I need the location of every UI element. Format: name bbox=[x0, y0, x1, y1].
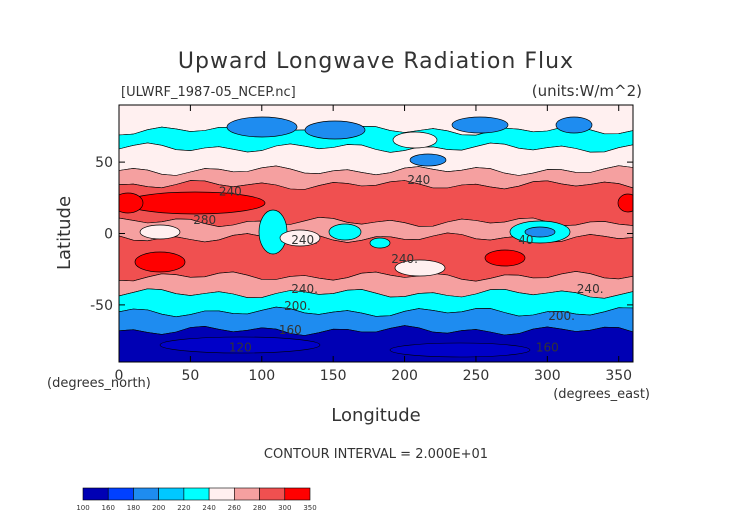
colorbar-tick-label: 220 bbox=[177, 504, 190, 512]
contour-label: 240. bbox=[577, 282, 604, 296]
contour-label: 240. bbox=[291, 282, 318, 296]
contour-interval: CONTOUR INTERVAL = 2.000E+01 bbox=[264, 447, 488, 462]
colorbar-tick-label: 300 bbox=[278, 504, 291, 512]
y-tick-label: 0 bbox=[104, 227, 113, 243]
y-tick-label: 50 bbox=[95, 155, 113, 171]
heatmap-patch bbox=[124, 191, 266, 215]
x-tick-label: 250 bbox=[463, 368, 490, 384]
colorbar-tick-label: 240 bbox=[202, 504, 215, 512]
colorbar-tick-label: 160 bbox=[102, 504, 115, 512]
heatmap-patch bbox=[328, 223, 362, 241]
y-unit-label: (degrees_north) bbox=[47, 376, 151, 391]
colorbar-swatch bbox=[133, 487, 159, 501]
x-tick-label: 350 bbox=[605, 368, 632, 384]
colorbar-tick-label: 280 bbox=[253, 504, 266, 512]
colorbar-swatch bbox=[234, 487, 260, 501]
colorbar-swatch bbox=[208, 487, 235, 501]
contour-label: 200. bbox=[284, 299, 311, 313]
y-tick-label: -50 bbox=[90, 298, 113, 314]
colorbar-swatch bbox=[259, 487, 286, 501]
y-axis-label: Latitude bbox=[54, 196, 75, 270]
colorbar-tick-label: 200 bbox=[152, 504, 165, 512]
heatmap-patch bbox=[369, 237, 391, 249]
chart-subtitle-right: (units:W/m^2) bbox=[532, 82, 642, 100]
x-tick-label: 200 bbox=[391, 368, 418, 384]
contour-label: 240. bbox=[291, 233, 318, 247]
contour-label: 160 bbox=[279, 323, 302, 337]
x-tick-label: 150 bbox=[320, 368, 347, 384]
heatmap-patch bbox=[394, 259, 446, 277]
heatmap-patch bbox=[389, 342, 531, 358]
colorbar-swatch bbox=[183, 487, 210, 501]
colorbar-tick-label: 100 bbox=[76, 504, 89, 512]
heatmap-patch bbox=[484, 249, 526, 267]
x-tick-label: 50 bbox=[181, 368, 199, 384]
x-axis-ticks: 0 50 100 150 200 250 300 350 bbox=[115, 105, 632, 384]
contour-label: 160 bbox=[536, 340, 559, 354]
x-tick-label: 100 bbox=[248, 368, 275, 384]
heatmap-patch bbox=[409, 153, 447, 167]
plot-area: 240280240240.240.40240.200.240.200.16012… bbox=[119, 105, 633, 362]
heatmap-patch bbox=[134, 251, 186, 273]
heatmap-patch bbox=[451, 116, 509, 134]
colorbar: 100 160 180 200 220 240 260 280 300 350 bbox=[76, 487, 317, 512]
colorbar-swatch bbox=[107, 487, 134, 501]
contour-label: 240 bbox=[407, 173, 430, 187]
heatmap-patch bbox=[258, 209, 288, 255]
contour-label: 240. bbox=[391, 252, 418, 266]
chart-subtitle-left: [ULWRF_1987-05_NCEP.nc] bbox=[121, 85, 296, 100]
x-tick-label: 0 bbox=[115, 368, 124, 384]
contour-labels: 240280240240.240.40240.200.240.200.16012… bbox=[193, 173, 603, 354]
colorbar-tick-label: 180 bbox=[127, 504, 140, 512]
x-axis-label: Longitude bbox=[331, 405, 421, 426]
heatmap-patch bbox=[139, 224, 181, 240]
contour-label: 120 bbox=[229, 340, 252, 354]
colorbar-swatch bbox=[82, 487, 109, 501]
contour-label: 280 bbox=[193, 213, 216, 227]
heatmap-patch bbox=[524, 226, 556, 238]
colorbar-tick-label: 260 bbox=[228, 504, 241, 512]
heatmap-patch bbox=[617, 193, 633, 213]
colorbar-tick-label: 350 bbox=[303, 504, 316, 512]
y-axis-ticks: -50 0 50 bbox=[90, 155, 633, 314]
heatmap-patch bbox=[392, 131, 438, 149]
contour-label: 200. bbox=[548, 309, 575, 323]
x-tick-label: 300 bbox=[534, 368, 561, 384]
heatmap-blobs bbox=[119, 116, 633, 358]
contour-label: 40 bbox=[518, 233, 533, 247]
heatmap-patch bbox=[555, 116, 593, 134]
contour-label: 240 bbox=[219, 185, 242, 199]
colorbar-swatch bbox=[158, 487, 185, 501]
heatmap-patch bbox=[119, 192, 144, 214]
heatmap-patch bbox=[159, 336, 321, 354]
colorbar-swatch bbox=[284, 487, 311, 501]
heatmap-patch bbox=[279, 229, 321, 247]
heatmap-patch bbox=[226, 116, 298, 138]
x-unit-label: (degrees_east) bbox=[553, 387, 650, 402]
heatmap-patch bbox=[304, 120, 366, 140]
chart-title: Upward Longwave Radiation Flux bbox=[178, 49, 574, 74]
